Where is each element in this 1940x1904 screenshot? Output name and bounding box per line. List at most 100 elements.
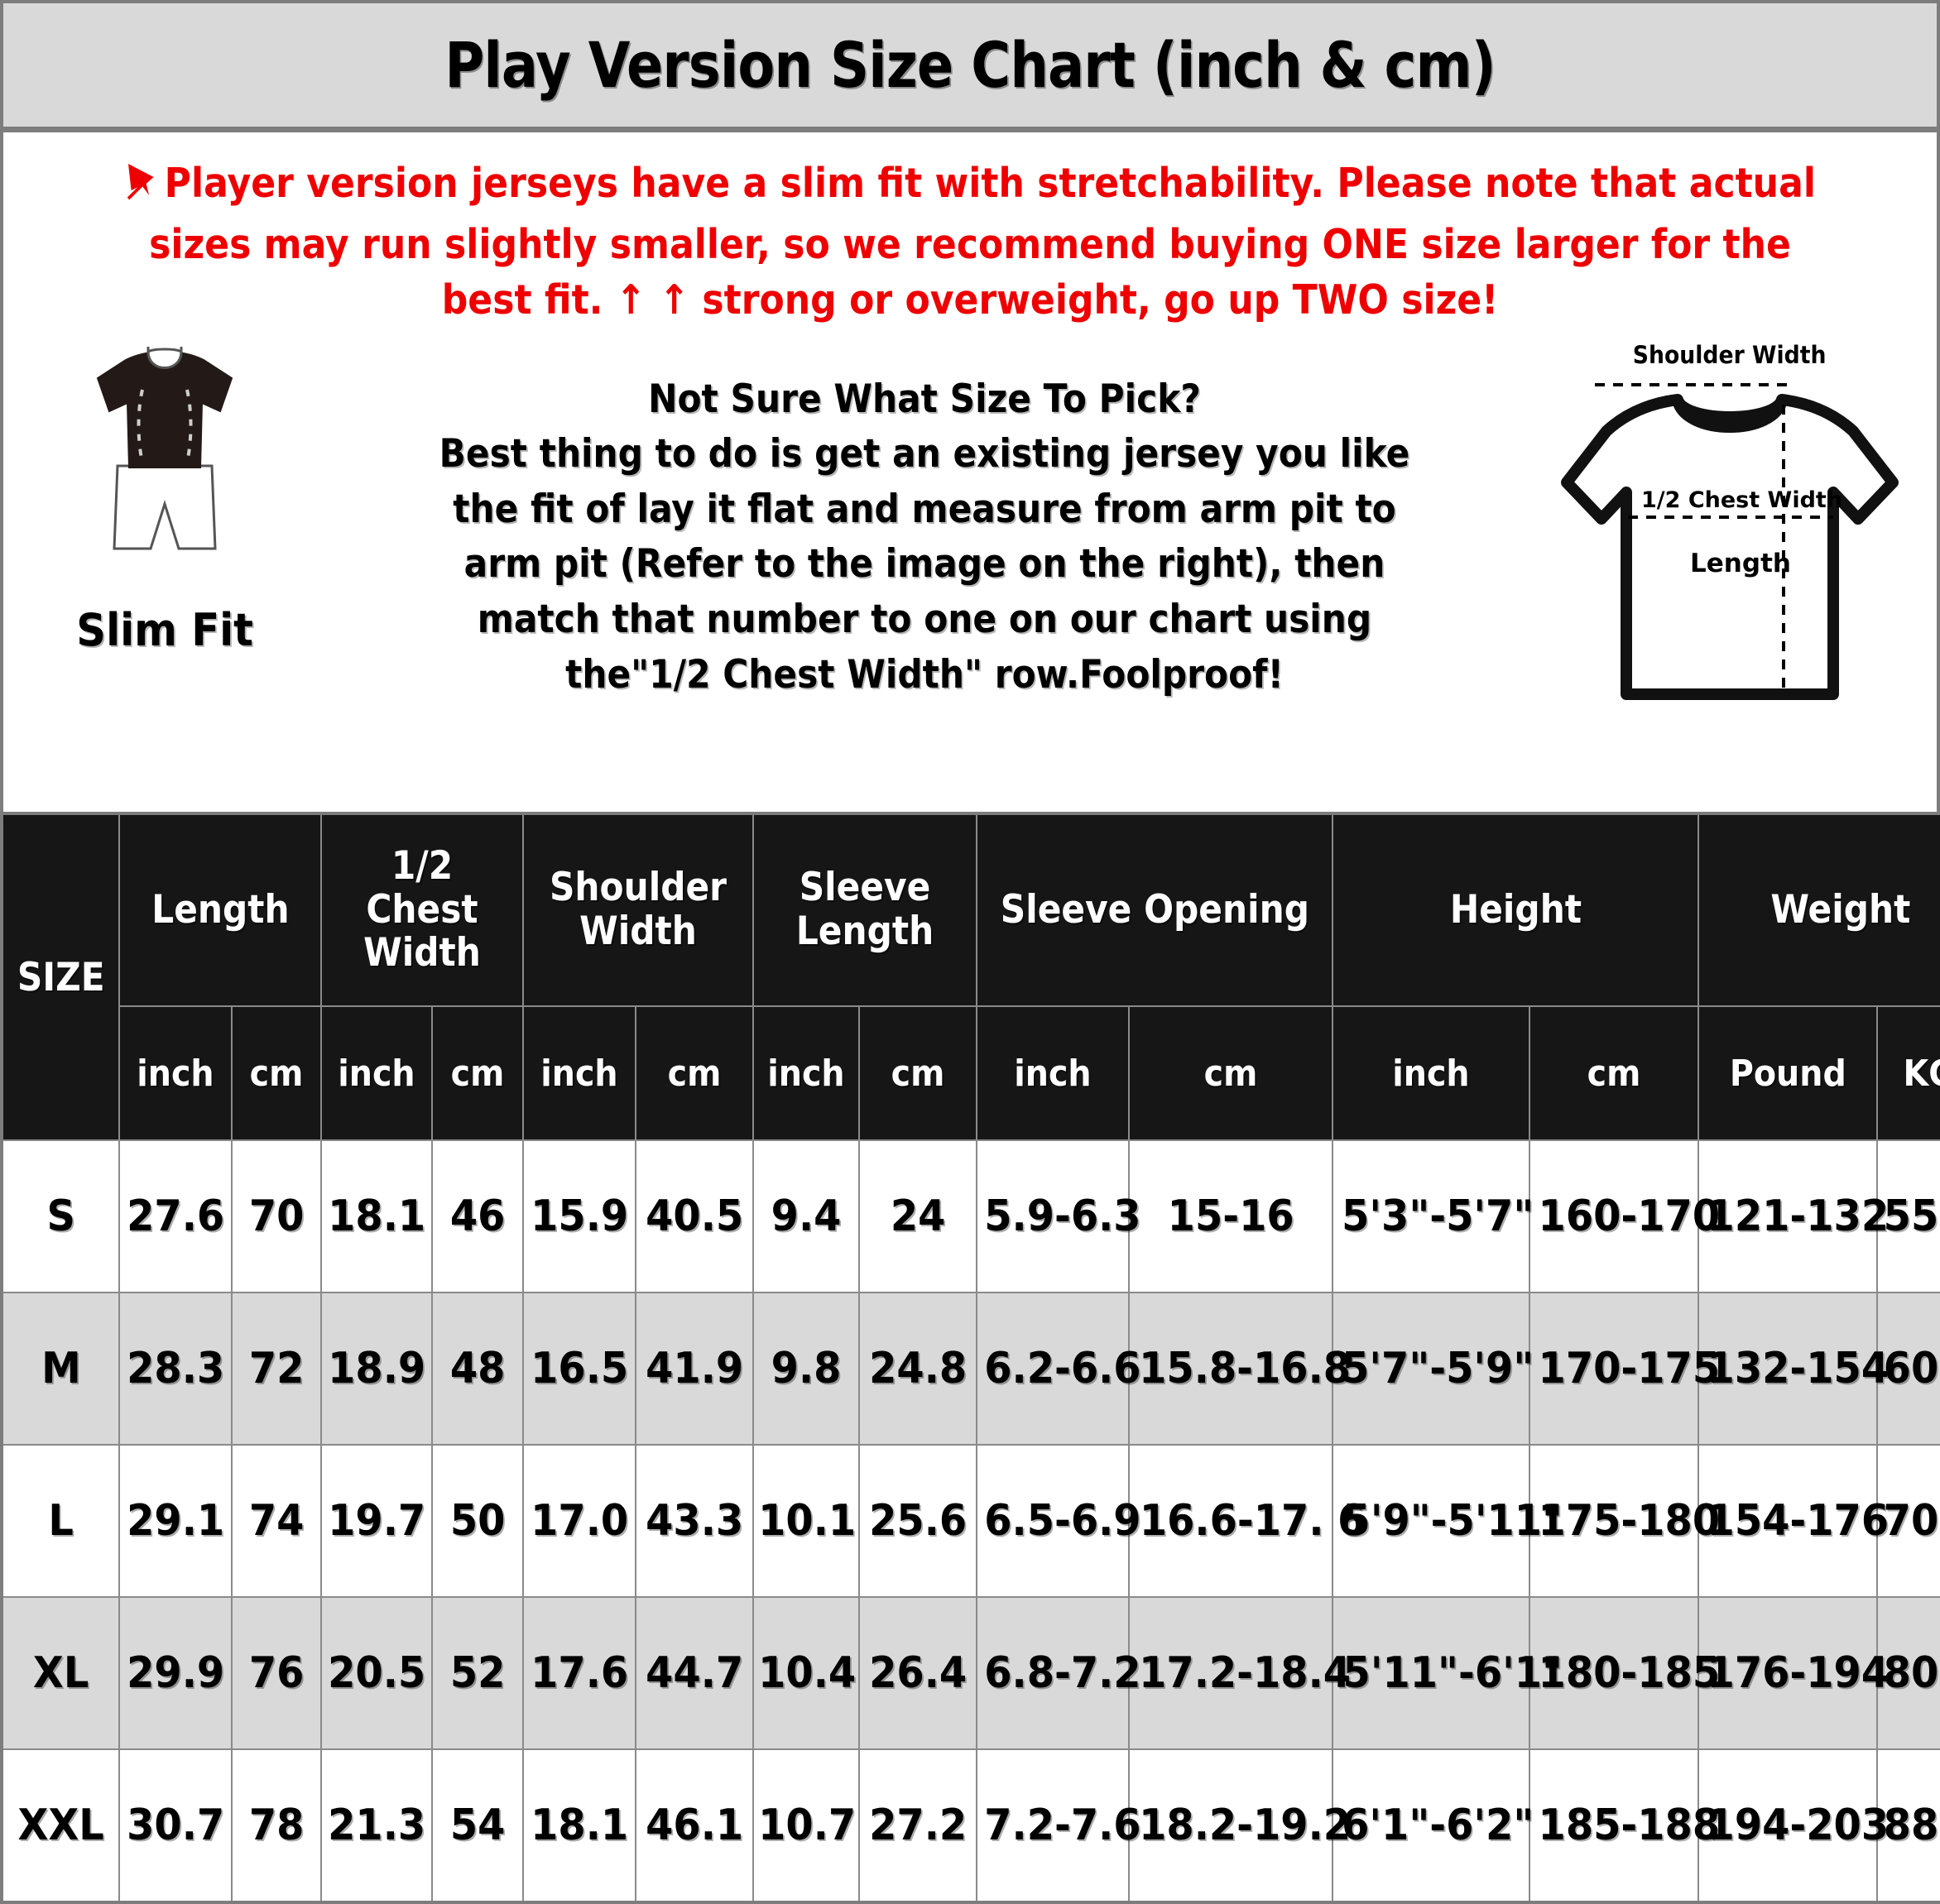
data-cell: 6'1"-6'2" — [1332, 1748, 1534, 1903]
data-cell: 7.2-7.6 — [976, 1748, 1141, 1903]
data-cell: 24.8 — [858, 1292, 978, 1446]
unit-length-inch: inch — [118, 1005, 233, 1141]
illustration-row: Slim Fit Not Sure What Size To Pick? Bes… — [0, 328, 1940, 812]
arrow-up-icon-1: ↑ — [615, 276, 646, 324]
data-cell: 80-88 — [1876, 1596, 1940, 1750]
data-cell: 132-154 — [1698, 1292, 1889, 1446]
tshirt-measurement-icon: Shoulder Width 1/2 Chest Width Length — [1535, 333, 1924, 718]
data-cell: 6.5-6.9 — [976, 1444, 1141, 1598]
header-sleeve-opening: Sleeve Opening — [976, 813, 1334, 1007]
tshirt-diagram-block: Shoulder Width 1/2 Chest Width Length — [1523, 333, 1937, 803]
notice-line-3: go up TWO size! — [1164, 276, 1499, 324]
data-cell: 40.5 — [635, 1139, 755, 1293]
data-cell: 55-60 — [1876, 1139, 1940, 1293]
data-cell: 20.5 — [320, 1596, 434, 1750]
data-cell: 46 — [431, 1139, 525, 1293]
data-cell: 194-203 — [1698, 1748, 1889, 1903]
size-cell: S — [1, 1139, 120, 1293]
data-cell: 17.0 — [522, 1444, 637, 1598]
data-cell: 74 — [230, 1444, 323, 1598]
sizing-guide-body: Best thing to do is get an existing jers… — [439, 430, 1410, 698]
header-length: Length — [118, 813, 323, 1007]
sizing-guide-heading: Not Sure What Size To Pick? — [648, 376, 1201, 422]
data-cell: 18.1 — [320, 1139, 434, 1293]
data-cell: 10.4 — [752, 1596, 861, 1750]
data-cell: 121-132 — [1698, 1139, 1889, 1293]
svg-text:Length: Length — [1690, 549, 1791, 578]
data-cell: 48 — [431, 1292, 525, 1446]
page-title: Play Version Size Chart (inch & cm) — [444, 28, 1496, 102]
size-chart-table: SIZE Length 1/2 Chest Width Shoulder Wid… — [0, 812, 1940, 1904]
table-row: S 27.6 70 18.1 46 15.9 40.5 9.4 24 5.9-6… — [1, 1139, 1940, 1293]
data-cell: 18.2-19.2 — [1128, 1748, 1351, 1903]
size-cell: XL — [1, 1596, 120, 1750]
sizing-guide-block: Not Sure What Size To Pick? Best thing t… — [326, 333, 1523, 803]
data-cell: 29.9 — [118, 1596, 233, 1750]
data-cell: 54 — [431, 1748, 525, 1903]
size-cell: XXL — [1, 1748, 120, 1903]
data-cell: 160-170 — [1529, 1139, 1720, 1293]
data-cell: 15.8-16.8 — [1128, 1292, 1351, 1446]
table-row: XXL 30.7 78 21.3 54 18.1 46.1 10.7 27.2 … — [1, 1748, 1940, 1903]
data-cell: 175-180 — [1529, 1444, 1720, 1598]
data-cell: 16.5 — [522, 1292, 637, 1446]
unit-sleeve-opening-cm: cm — [1128, 1005, 1334, 1141]
data-cell: 70 — [230, 1139, 323, 1293]
unit-height-inch: inch — [1332, 1005, 1531, 1141]
pushpin-icon — [124, 159, 163, 217]
data-cell: 6.2-6.6 — [976, 1292, 1141, 1446]
data-cell: 5.9-6.3 — [976, 1139, 1141, 1293]
data-cell: 72 — [230, 1292, 323, 1446]
table-header-units: inch cm inch cm inch cm inch cm inch cm … — [2, 1005, 1940, 1141]
header-shoulder-width: Shoulder Width — [522, 813, 755, 1007]
slim-fit-block: Slim Fit — [3, 333, 326, 803]
slim-fit-jersey-icon — [70, 342, 260, 586]
data-cell: 17.2-18.4 — [1128, 1596, 1351, 1750]
table-row: M 28.3 72 18.9 48 16.5 41.9 9.8 24.8 6.2… — [1, 1292, 1940, 1446]
unit-weight-kg: KG — [1876, 1005, 1940, 1141]
unit-height-cm: cm — [1529, 1005, 1700, 1141]
header-weight: Weight — [1698, 813, 1940, 1007]
header-size: SIZE — [1, 813, 120, 1141]
red-notice-text: Player version jerseys have a slim fit w… — [119, 156, 1821, 329]
slim-fit-label: Slim Fit — [76, 603, 253, 656]
data-cell: 18.1 — [522, 1748, 637, 1903]
table-head: SIZE Length 1/2 Chest Width Shoulder Wid… — [1, 813, 1940, 1141]
unit-sleeve-length-cm: cm — [858, 1005, 978, 1141]
unit-sleeve-length-inch: inch — [752, 1005, 861, 1141]
table-header-groups: SIZE Length 1/2 Chest Width Shoulder Wid… — [1, 813, 1940, 1141]
data-cell: 88-92 — [1876, 1748, 1940, 1903]
data-cell: 9.8 — [752, 1292, 861, 1446]
data-cell: 10.1 — [752, 1444, 861, 1598]
unit-half-chest-cm: cm — [431, 1005, 525, 1141]
data-cell: 41.9 — [635, 1292, 755, 1446]
data-cell: 17.6 — [522, 1596, 637, 1750]
svg-text:Shoulder Width: Shoulder Width — [1633, 341, 1827, 369]
data-cell: 15-16 — [1128, 1139, 1334, 1293]
unit-shoulder-inch: inch — [522, 1005, 637, 1141]
notice-area: Player version jerseys have a slim fit w… — [0, 132, 1940, 329]
data-cell: 29.1 — [118, 1444, 233, 1598]
data-cell: 5'9"-5'11" — [1332, 1444, 1563, 1598]
data-cell: 6.8-7.2 — [976, 1596, 1141, 1750]
data-cell: 19.7 — [320, 1444, 434, 1598]
data-cell: 78 — [230, 1748, 323, 1903]
data-cell: 28.3 — [118, 1292, 233, 1446]
data-cell: 16.6-17. 6 — [1128, 1444, 1365, 1598]
data-cell: 154-176 — [1698, 1444, 1889, 1598]
data-cell: 43.3 — [635, 1444, 755, 1598]
unit-weight-pound: Pound — [1698, 1005, 1879, 1141]
title-band: Play Version Size Chart (inch & cm) — [0, 0, 1940, 132]
data-cell: 30.7 — [118, 1748, 233, 1903]
table-row: L 29.1 74 19.7 50 17.0 43.3 10.1 25.6 6.… — [1, 1444, 1940, 1598]
unit-length-cm: cm — [230, 1005, 323, 1141]
data-cell: 5'7"-5'9" — [1332, 1292, 1534, 1446]
data-cell: 180-185 — [1529, 1596, 1720, 1750]
unit-shoulder-cm: cm — [635, 1005, 755, 1141]
data-cell: 5'11"-6'1" — [1332, 1596, 1563, 1750]
data-cell: 27.6 — [118, 1139, 233, 1293]
data-cell: 15.9 — [522, 1139, 637, 1293]
data-cell: 176-194 — [1698, 1596, 1889, 1750]
data-cell: 60-70 — [1876, 1292, 1940, 1446]
